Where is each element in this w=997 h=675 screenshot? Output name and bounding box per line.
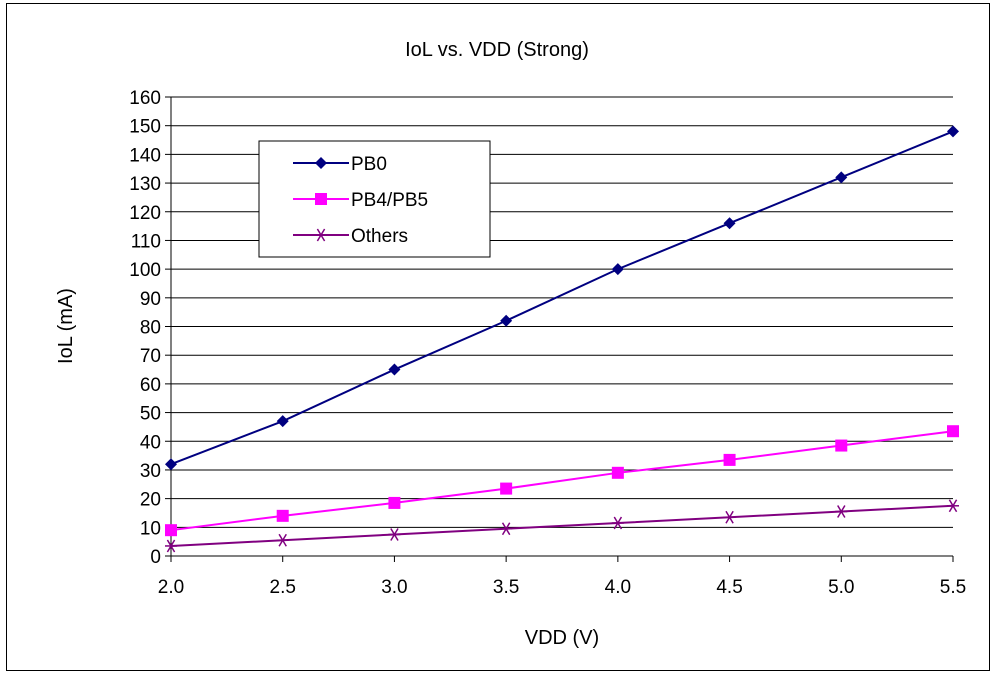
x-tick-label: 3.0	[381, 577, 407, 598]
data-point-others	[611, 516, 624, 530]
data-point-pb4-pb5	[611, 466, 624, 479]
data-point-others	[388, 528, 401, 541]
data-point-pb0	[500, 314, 513, 327]
series-lines	[165, 125, 959, 553]
legend-marker-pb4-pb5	[315, 193, 327, 205]
data-point-others	[165, 539, 177, 553]
data-point-pb4-pb5	[165, 524, 177, 537]
x-tick-label: 4.0	[605, 577, 631, 598]
x-tick-label: 3.5	[493, 577, 519, 598]
data-point-pb4-pb5	[500, 482, 513, 495]
y-tick-label: 40	[140, 432, 161, 453]
x-tick-label: 2.5	[270, 577, 296, 598]
y-tick-label: 160	[129, 88, 161, 109]
legend-label-pb4-pb5: PB4/PB5	[351, 190, 428, 211]
data-point-pb4-pb5	[835, 439, 848, 452]
tick-labels: 0 10 20 30 40 50 60 70 80 90 100 110 120 130 140 150 160…	[129, 88, 966, 598]
y-tick-label: 80	[140, 318, 161, 339]
data-point-others	[947, 499, 959, 513]
y-tick-label: 100	[129, 260, 161, 281]
y-tick-label: 60	[140, 375, 161, 396]
legend-label-pb0: PB0	[351, 154, 387, 175]
x-tick-label: 5.5	[940, 577, 966, 598]
series-line-others	[170, 504, 954, 547]
data-point-others	[500, 522, 513, 536]
data-point-others	[835, 505, 848, 518]
y-tick-label: 110	[131, 231, 161, 252]
data-point-pb0	[276, 415, 289, 428]
data-point-pb4-pb5	[388, 496, 401, 509]
series-line-pb4-pb5	[170, 430, 954, 532]
y-tick-label: 70	[140, 346, 161, 367]
data-point-pb4-pb5	[723, 453, 736, 466]
y-tick-label: 90	[140, 289, 161, 310]
y-tick-label: 120	[129, 203, 161, 224]
series-line-pb0	[170, 130, 954, 466]
legend-marker-others	[315, 228, 327, 242]
y-tick-label: 150	[129, 117, 161, 138]
y-tick-label: 30	[140, 461, 161, 482]
y-tick-label: 20	[140, 490, 161, 511]
y-axis-label: IoL (mA)	[55, 288, 77, 364]
data-point-pb0	[835, 171, 848, 184]
x-tick-label: 4.5	[716, 577, 742, 598]
x-axis-label: VDD (V)	[525, 627, 599, 649]
legend-marker-pb0	[315, 157, 327, 169]
x-tick-label: 2.0	[158, 577, 184, 598]
data-point-pb0	[947, 125, 959, 138]
data-point-others	[723, 510, 736, 524]
data-point-pb0	[388, 363, 401, 376]
data-point-pb0	[611, 263, 624, 276]
data-point-pb0	[723, 217, 736, 230]
data-point-pb4-pb5	[276, 509, 289, 522]
y-tick-label: 50	[140, 404, 161, 425]
legend-label-others: Others	[351, 226, 408, 247]
chart-title: IoL vs. VDD (Strong)	[405, 39, 589, 61]
legend: PB0 PB4/PB5 Others	[258, 140, 491, 258]
chart-frame	[6, 3, 990, 671]
y-tick-label: 0	[150, 547, 161, 568]
y-tick-label: 10	[140, 518, 161, 539]
y-tick-label: 130	[129, 174, 161, 195]
data-point-others	[276, 533, 289, 547]
data-point-pb0	[165, 458, 177, 471]
y-tick-label: 140	[129, 145, 161, 166]
x-tick-label: 5.0	[828, 577, 854, 598]
data-point-pb4-pb5	[947, 425, 959, 438]
